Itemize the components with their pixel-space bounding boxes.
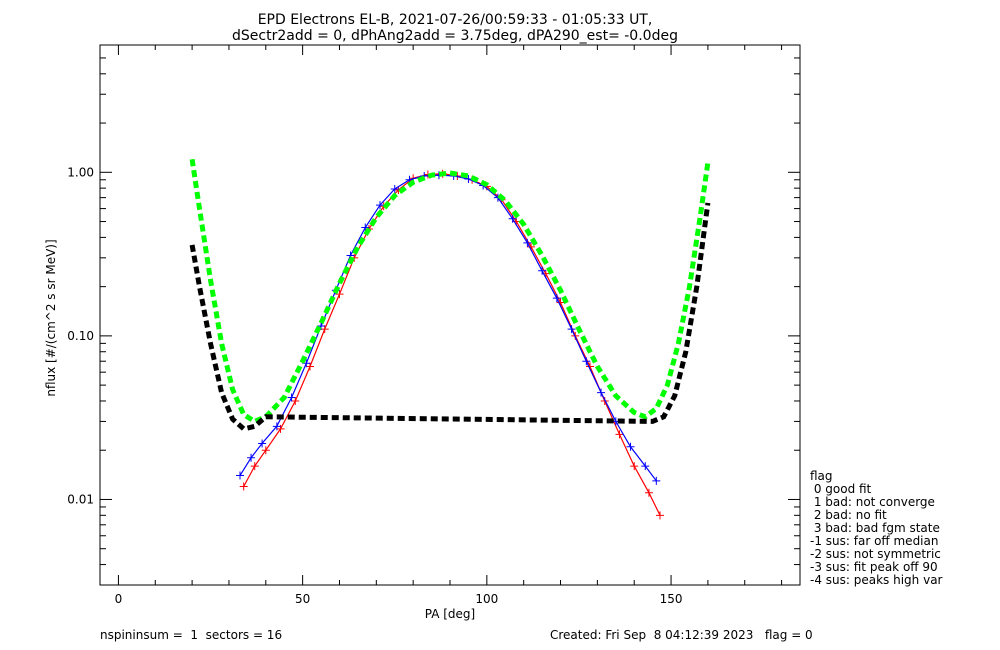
series-line-1 [239,174,657,482]
axes-layer: 0 50 100 150 0.01 0.10 1.00 [67,44,800,606]
legend-entry: -3 sus: fit peak off 90 [810,560,938,574]
y-axis-label: nflux [#/(cm^2 s sr MeV)] [44,239,58,396]
series-0-point [291,396,300,405]
series-0-point [335,290,344,299]
series-1-point [390,185,399,194]
series-1-point [258,439,267,448]
series-1-point [626,442,635,451]
series-0-point [306,362,314,371]
series-0-point [644,488,653,497]
flag-legend: flag 0 good fit 1 bad: not converge 2 ba… [810,470,942,587]
x-axis-label: PA [deg] [425,607,475,621]
footer-left: nspininsum = 1 sectors = 16 [100,628,283,642]
legend-entry: 2 bad: no fit [810,508,887,522]
series-0-point [630,462,639,471]
series-1-point [652,476,661,485]
series-layer [189,158,711,520]
series-1-point [552,294,561,303]
x-tick-label: 150 [660,592,683,606]
y-tick-label: 0.10 [67,329,94,343]
series-line-2 [189,158,711,425]
series-0-point [261,446,270,455]
chart-subtitle: dSectr2add = 0, dPhAng2add = 3.75deg, dP… [232,28,678,44]
x-tick-label: 100 [475,592,498,606]
series-1-point [236,471,244,480]
series-0-point [250,462,259,471]
legend-entry: -1 sus: far off median [810,534,939,548]
series-1-point [523,238,532,247]
x-tick-label: 0 [115,592,123,606]
series-1-point [376,201,384,210]
legend-title: flag [810,469,833,483]
series-line-0 [243,173,661,516]
legend-entry: -2 sus: not symmetric [810,547,941,561]
series-1-point [361,223,370,232]
series-1-point [567,325,576,334]
legend-entry: 0 good fit [810,482,872,496]
series-line-3 [189,202,711,432]
footer-right: Created: Fri Sep 8 04:12:39 2023 flag = … [550,628,813,642]
series-0-point [615,430,624,439]
series-1-point [287,393,296,402]
legend-entries: 0 good fit 1 bad: not converge 2 bad: no… [810,483,942,587]
series-1-point [272,422,281,431]
y-tick-label: 0.01 [67,492,94,506]
x-tick-label: 50 [295,592,310,606]
series-1-point [597,388,606,397]
chart-title: EPD Electrons EL-B, 2021-07-26/00:59:33 … [258,12,653,28]
series-1-point [582,357,591,366]
series-1-point [508,214,517,223]
legend-entry: 3 bad: bad fgm state [810,521,940,535]
series-0-point [239,482,248,491]
series-1-point [641,462,650,471]
y-tick-label: 1.00 [67,165,94,179]
series-1-point [538,266,547,275]
series-1-point [247,453,256,462]
legend-entry: -4 sus: peaks high var [810,573,943,587]
legend-entry: 1 bad: not converge [810,495,935,509]
series-0-point [656,511,664,520]
